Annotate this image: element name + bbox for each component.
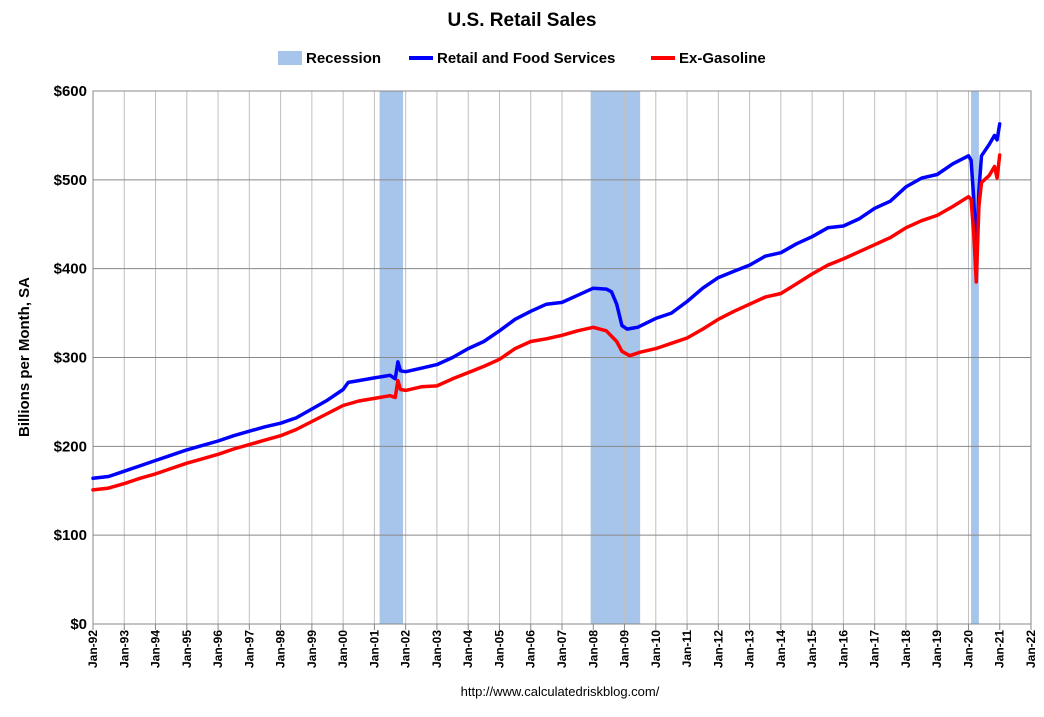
- legend-label-recession: Recession: [306, 50, 381, 67]
- y-tick-label: $100: [54, 527, 87, 544]
- legend: Recession Retail and Food Services Ex-Ga…: [278, 50, 766, 67]
- x-tick-label: Jan-06: [524, 630, 538, 668]
- y-axis-label: Billions per Month, SA: [16, 277, 33, 437]
- x-tick-label: Jan-18: [899, 630, 913, 668]
- series-line-retail: [91, 122, 1002, 481]
- x-tick-label: Jan-96: [211, 630, 225, 668]
- gridlines: [92, 90, 1032, 625]
- x-tick-label: Jan-15: [805, 630, 819, 668]
- x-tick-label: Jan-97: [242, 630, 256, 668]
- x-tick-label: Jan-13: [743, 630, 757, 668]
- x-tick-label: Jan-01: [367, 630, 381, 668]
- x-tick-label: Jan-04: [461, 630, 475, 668]
- x-tick-label: Jan-08: [586, 630, 600, 668]
- x-tick-label: Jan-21: [993, 630, 1007, 668]
- x-tick-label: Jan-92: [86, 630, 100, 668]
- y-tick-label: $300: [54, 350, 87, 367]
- x-tick-label: Jan-16: [836, 630, 850, 668]
- legend-swatch-recession: [278, 51, 302, 65]
- y-tick-label: $200: [54, 438, 87, 455]
- chart-title: U.S. Retail Sales: [448, 10, 597, 31]
- x-axis-ticks: Jan-92 Jan-93 Jan-94 Jan-95 Jan-96 Jan-97 Jan-…: [86, 624, 1038, 668]
- x-tick-label: Jan-94: [149, 630, 163, 668]
- y-axis-ticks: $0 $100 $200 $300 $400 $500 $600: [54, 83, 87, 633]
- x-tick-label: Jan-09: [618, 630, 632, 668]
- x-tick-label: Jan-14: [774, 630, 788, 668]
- x-tick-label: Jan-19: [930, 630, 944, 668]
- y-tick-label: $600: [54, 83, 87, 100]
- x-tick-label: Jan-05: [492, 630, 506, 668]
- y-tick-label: $400: [54, 261, 87, 278]
- source-url: http://www.calculatedriskblog.com/: [461, 684, 660, 699]
- x-tick-label: Jan-10: [649, 630, 663, 668]
- data-series: [91, 122, 1002, 492]
- y-tick-label: $500: [54, 172, 87, 189]
- x-tick-label: Jan-11: [680, 630, 694, 668]
- x-tick-label: Jan-20: [961, 630, 975, 668]
- x-tick-label: Jan-93: [117, 630, 131, 668]
- x-tick-label: Jan-02: [399, 630, 413, 668]
- legend-label-exgasoline: Ex-Gasoline: [679, 50, 766, 67]
- x-tick-label: Jan-03: [430, 630, 444, 668]
- x-tick-label: Jan-00: [336, 630, 350, 668]
- x-tick-label: Jan-12: [711, 630, 725, 668]
- x-tick-label: Jan-98: [274, 630, 288, 668]
- series-line-exgasoline: [91, 153, 1002, 492]
- legend-label-retail: Retail and Food Services: [437, 50, 615, 67]
- x-tick-label: Jan-17: [868, 630, 882, 668]
- x-tick-label: Jan-07: [555, 630, 569, 668]
- x-tick-label: Jan-22: [1024, 630, 1038, 668]
- y-tick-label: $0: [70, 616, 87, 633]
- x-tick-label: Jan-99: [305, 630, 319, 668]
- x-tick-label: Jan-95: [180, 630, 194, 668]
